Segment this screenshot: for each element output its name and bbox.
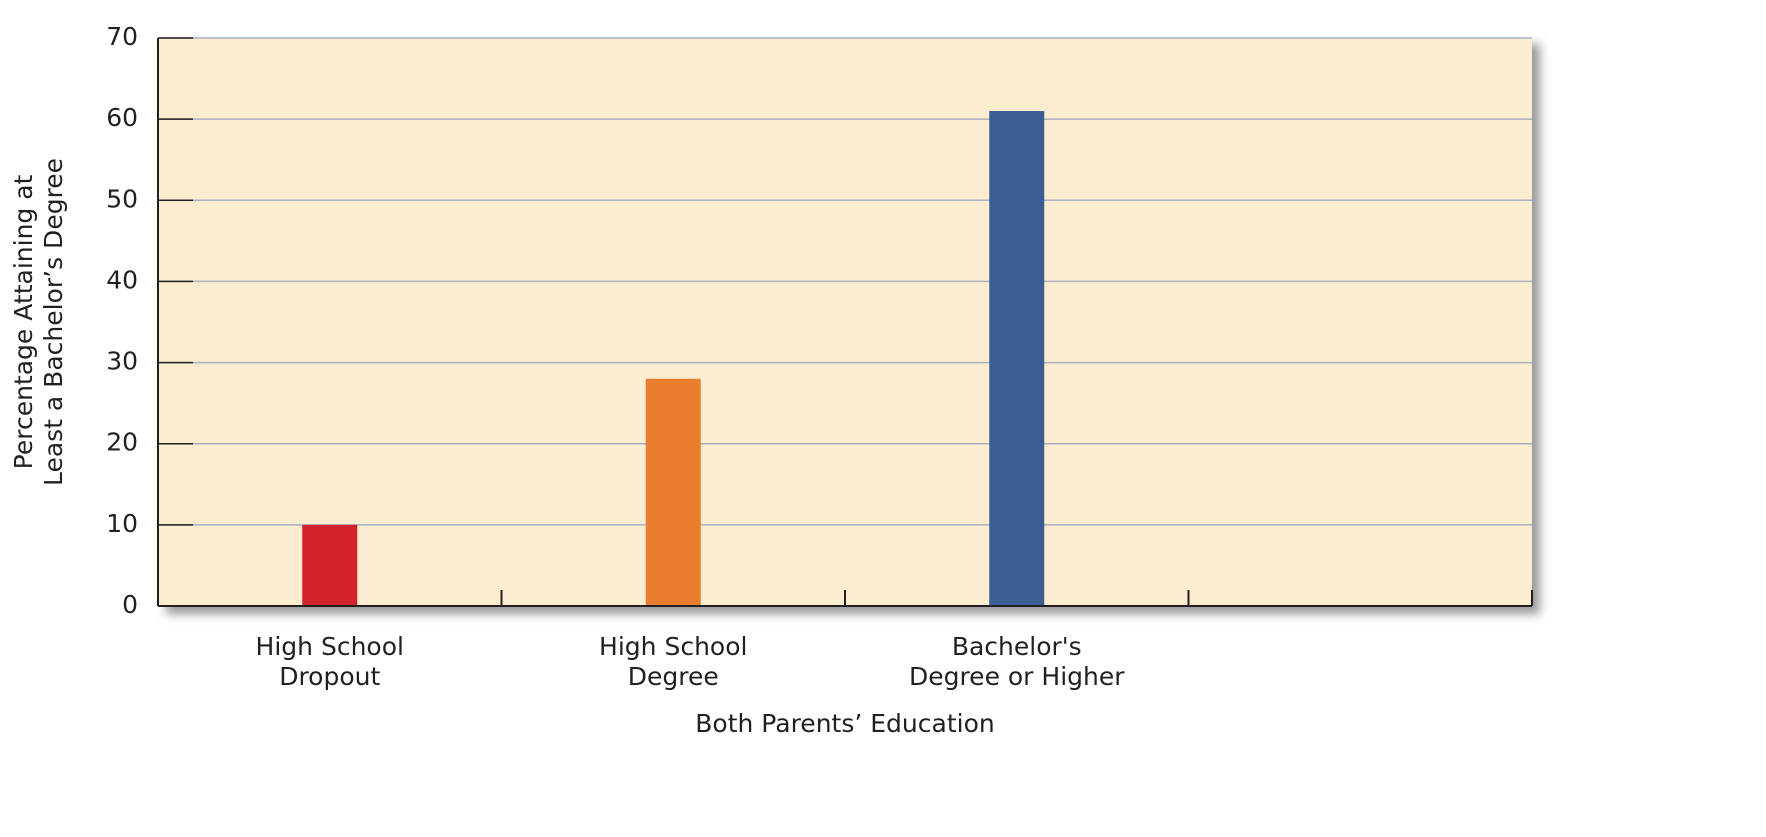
bar: [302, 524, 358, 606]
y-tick-label: 70: [106, 22, 138, 51]
y-tick-label: 30: [106, 347, 138, 376]
y-tick-label: 50: [106, 184, 138, 213]
x-tick-label: High School Degree: [599, 632, 747, 691]
bar: [989, 111, 1045, 607]
y-tick-label: 60: [106, 103, 138, 132]
x-tick-label: Bachelor's Degree or Higher: [909, 632, 1125, 691]
plot-area: [158, 38, 1532, 606]
x-axis-title: Both Parents’ Education: [695, 709, 994, 738]
y-tick-label: 0: [122, 590, 138, 619]
y-axis-title: Percentage Attaining atLeast a Bachelor’…: [9, 158, 68, 486]
y-tick-label: 40: [106, 265, 138, 294]
y-tick-label: 20: [106, 428, 138, 457]
x-tick-label: High School Dropout: [256, 632, 404, 691]
bar: [645, 378, 701, 606]
y-tick-label: 10: [106, 509, 138, 538]
